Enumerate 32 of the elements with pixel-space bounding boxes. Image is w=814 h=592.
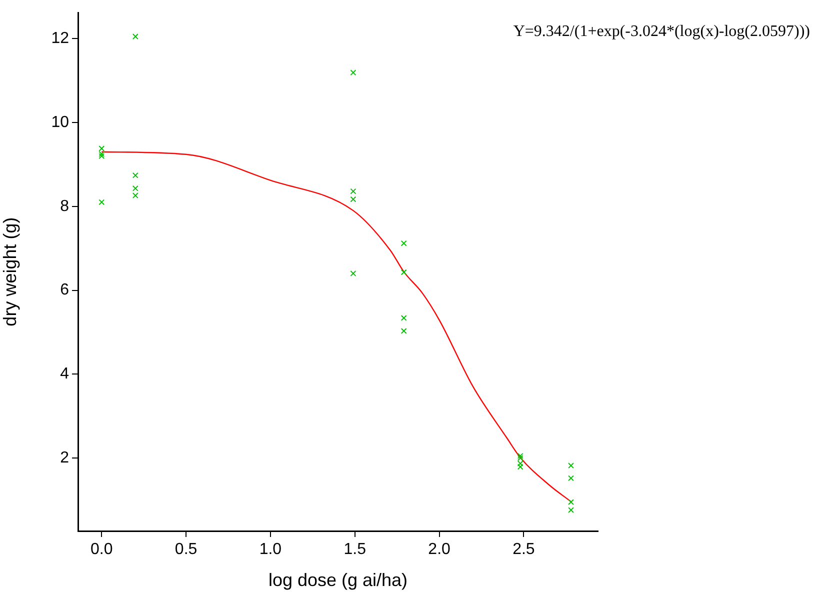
x-tick-label: 2.0: [428, 541, 451, 558]
x-axis-title: log dose (g ai/ha): [268, 570, 408, 590]
y-tick-label: 4: [60, 366, 70, 383]
point: [98, 199, 105, 206]
x-tick-label: 0.0: [90, 541, 113, 558]
point: [400, 269, 407, 276]
point: [400, 314, 407, 321]
point: [350, 270, 356, 276]
y-tick-label: 2: [60, 449, 70, 466]
annotation: Y=9.342/(1+exp(-3.024*(log(x)-log(2.0597))): [513, 23, 810, 40]
x-tick-label: 0.5: [174, 541, 198, 558]
point: [350, 70, 356, 76]
point: [517, 464, 524, 470]
y-tick-label: 12: [51, 30, 70, 48]
point: [400, 240, 407, 246]
y-tick-label: 8: [60, 198, 70, 215]
point: [568, 507, 574, 514]
point: [568, 499, 574, 506]
x-tick-label: 1.0: [259, 541, 282, 558]
y-tick-label: 10: [51, 114, 70, 131]
y-tick-label: 6: [60, 282, 70, 299]
point: [350, 196, 356, 202]
point: [568, 475, 574, 482]
point: [132, 34, 138, 40]
line-series: [101, 151, 572, 502]
x-tick-label: 1.5: [344, 541, 366, 558]
point: [568, 462, 574, 469]
x-tick-label: 2.5: [512, 541, 535, 558]
point: [400, 328, 407, 334]
y-axis-title: dry weight (g): [0, 217, 20, 326]
point: [132, 172, 138, 178]
point: [350, 188, 356, 194]
